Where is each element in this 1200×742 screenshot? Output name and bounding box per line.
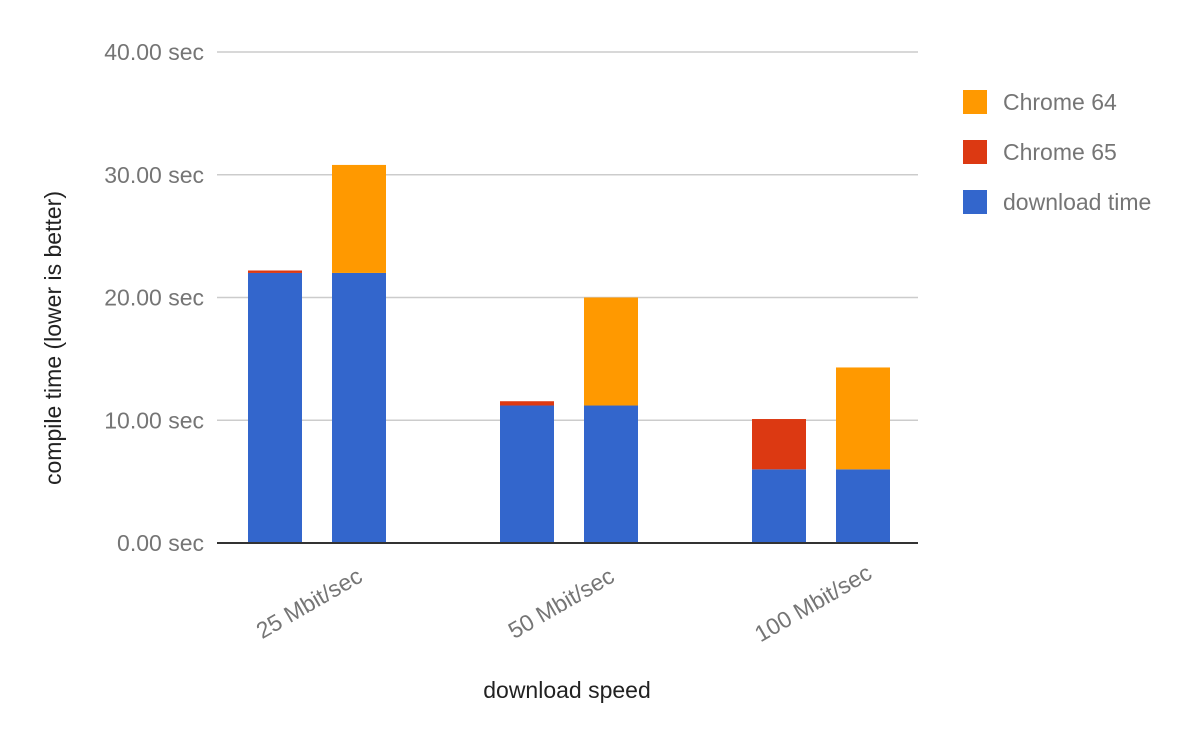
x-axis-title: download speed — [483, 677, 651, 703]
bar-segment-download-time — [752, 469, 806, 543]
y-tick-label: 10.00 sec — [104, 407, 204, 433]
bar-segment-download-time — [584, 405, 638, 543]
legend-swatch — [963, 190, 987, 214]
bar-segment-chrome-64 — [332, 164, 386, 273]
y-axis-title: compile time (lower is better) — [40, 191, 66, 485]
y-tick-label: 40.00 sec — [104, 39, 204, 65]
bar-segment-download-time — [500, 405, 554, 543]
bar-segment-chrome-65 — [248, 270, 302, 273]
legend: Chrome 64 Chrome 65 download time — [963, 89, 1151, 215]
bar-segment-chrome-65 — [500, 401, 554, 406]
bar-segment-chrome-65 — [752, 419, 806, 470]
bars — [248, 164, 890, 543]
x-tick-label: 100 Mbit/sec — [750, 559, 876, 647]
x-tick-label: 50 Mbit/sec — [504, 562, 619, 643]
bar-segment-download-time — [332, 272, 386, 543]
bar-segment-download-time — [248, 272, 302, 543]
bar-segment-chrome-64 — [584, 297, 638, 406]
legend-swatch — [963, 90, 987, 114]
legend-label: Chrome 64 — [1003, 89, 1117, 115]
x-tick-label: 25 Mbit/sec — [252, 562, 367, 643]
bar-segment-download-time — [836, 469, 890, 543]
legend-label: Chrome 65 — [1003, 139, 1117, 165]
axes: 0.00 sec 10.00 sec 20.00 sec 30.00 sec 40.00… — [104, 39, 918, 647]
bar-segment-chrome-64 — [836, 367, 890, 470]
y-tick-label: 0.00 sec — [117, 530, 204, 556]
gridlines — [217, 51, 918, 421]
legend-swatch — [963, 140, 987, 164]
legend-label: download time — [1003, 189, 1151, 215]
y-tick-label: 30.00 sec — [104, 162, 204, 188]
y-tick-label: 20.00 sec — [104, 285, 204, 311]
